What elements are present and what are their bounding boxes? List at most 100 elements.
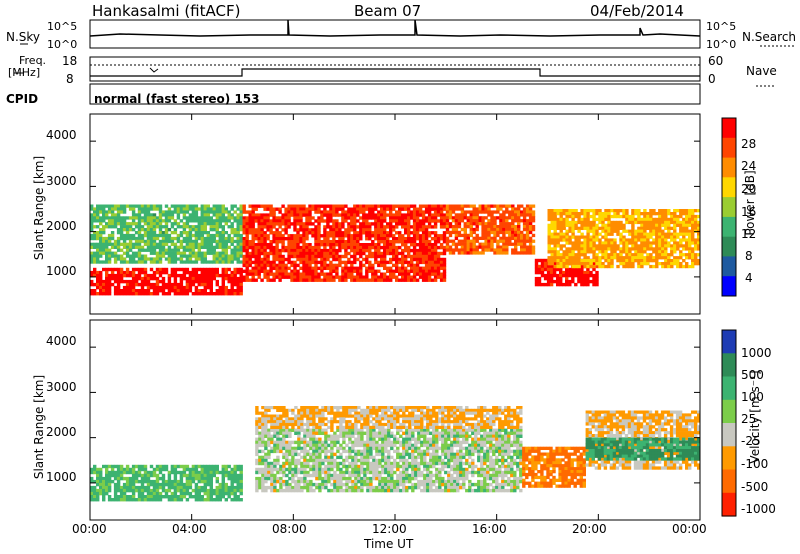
- power-cell: [353, 254, 357, 259]
- velocity-cell: [119, 498, 124, 502]
- power-cell: [661, 229, 665, 233]
- velocity-cell: [218, 495, 222, 499]
- power-cell: [131, 251, 136, 255]
- power-cell: [230, 204, 234, 208]
- power-cell: [93, 282, 97, 287]
- power-cell: [215, 231, 219, 235]
- velocity-cell: [264, 470, 268, 475]
- power-cell: [245, 245, 249, 250]
- power-cell: [583, 259, 587, 263]
- power-cell: [105, 292, 109, 296]
- velocity-cell: [303, 437, 307, 441]
- velocity-cell: [152, 495, 157, 499]
- power-cell: [209, 236, 213, 241]
- velocity-cell: [315, 428, 319, 432]
- power-cell: [110, 276, 115, 281]
- power-cell: [469, 233, 473, 238]
- power-cell: [415, 234, 420, 238]
- power-cell: [362, 257, 366, 262]
- power-cell: [685, 241, 689, 245]
- power-cell: [290, 207, 294, 211]
- power-cell: [365, 213, 369, 217]
- power-cell: [457, 251, 462, 255]
- power-cell: [520, 248, 524, 252]
- nave-label: Nave: [746, 64, 777, 78]
- power-cell: [209, 273, 213, 278]
- power-cell: [607, 259, 611, 263]
- power-cell: [398, 272, 402, 276]
- power-cell: [308, 207, 312, 211]
- velocity-cell: [288, 452, 292, 457]
- power-cell: [469, 242, 473, 246]
- power-cell: [221, 233, 225, 238]
- power-cell: [463, 251, 467, 255]
- power-cell: [481, 230, 485, 235]
- power-cell: [607, 212, 611, 216]
- power-cell: [299, 260, 303, 265]
- power-cell: [469, 230, 473, 235]
- power-cell: [356, 269, 360, 273]
- velocity-cell: [255, 437, 259, 441]
- velocity-cell: [161, 479, 166, 484]
- power-cell: [275, 248, 279, 253]
- power-cell: [281, 248, 285, 253]
- power-cell: [559, 259, 563, 263]
- power-cell: [317, 275, 321, 279]
- power-cell: [658, 226, 662, 230]
- velocity-cell: [140, 491, 145, 496]
- power-cell: [212, 257, 216, 261]
- power-cell: [365, 225, 369, 229]
- power-cell: [152, 245, 157, 249]
- power-cell: [314, 219, 318, 223]
- velocity-cell: [224, 482, 228, 487]
- velocity-cell: [149, 470, 154, 475]
- power-cell: [622, 247, 626, 251]
- power-cell: [508, 242, 512, 246]
- velocity-cell: [264, 488, 268, 493]
- power-cell: [122, 251, 127, 255]
- power-cell: [323, 248, 327, 253]
- velocity-cell: [140, 488, 145, 493]
- power-cell: [119, 257, 124, 261]
- power-cell: [227, 225, 231, 229]
- power-cell: [293, 204, 297, 208]
- power-cell: [592, 223, 596, 227]
- power-cell: [673, 220, 677, 225]
- power-cell: [311, 234, 315, 238]
- velocity-cell: [291, 479, 295, 484]
- power-cell: [128, 207, 133, 211]
- power-cell: [439, 213, 444, 217]
- power-cell: [185, 242, 190, 246]
- power-cell: [607, 214, 611, 219]
- power-cell: [445, 207, 450, 211]
- velocity-cell: [255, 482, 259, 487]
- power-cell: [305, 228, 309, 232]
- power-cell: [475, 251, 479, 255]
- power-cell: [445, 210, 450, 214]
- power-cell: [386, 204, 390, 208]
- power-cell: [568, 212, 572, 216]
- velocity-cell: [96, 482, 100, 487]
- power-cell: [628, 241, 632, 245]
- nsearch-tick-top: 10^5: [706, 20, 737, 33]
- power-cell: [107, 216, 112, 220]
- power-cell: [631, 256, 635, 260]
- power-cell: [146, 282, 151, 287]
- power-cell: [209, 267, 213, 272]
- power-cell: [263, 269, 267, 273]
- power-cell: [496, 245, 500, 249]
- power-cell: [522, 225, 527, 229]
- velocity-cell: [215, 491, 219, 496]
- power-cell: [643, 241, 647, 245]
- power-cell: [278, 231, 282, 235]
- power-cell: [302, 257, 306, 262]
- power-cell: [230, 216, 234, 220]
- power-cell: [359, 272, 363, 276]
- power-cell: [511, 210, 515, 214]
- power-cell: [200, 251, 204, 255]
- power-cell: [122, 260, 127, 264]
- power-cell: [206, 219, 210, 223]
- power-cell: [107, 219, 112, 223]
- velocity-cell: [176, 464, 181, 469]
- power-cell: [583, 212, 587, 216]
